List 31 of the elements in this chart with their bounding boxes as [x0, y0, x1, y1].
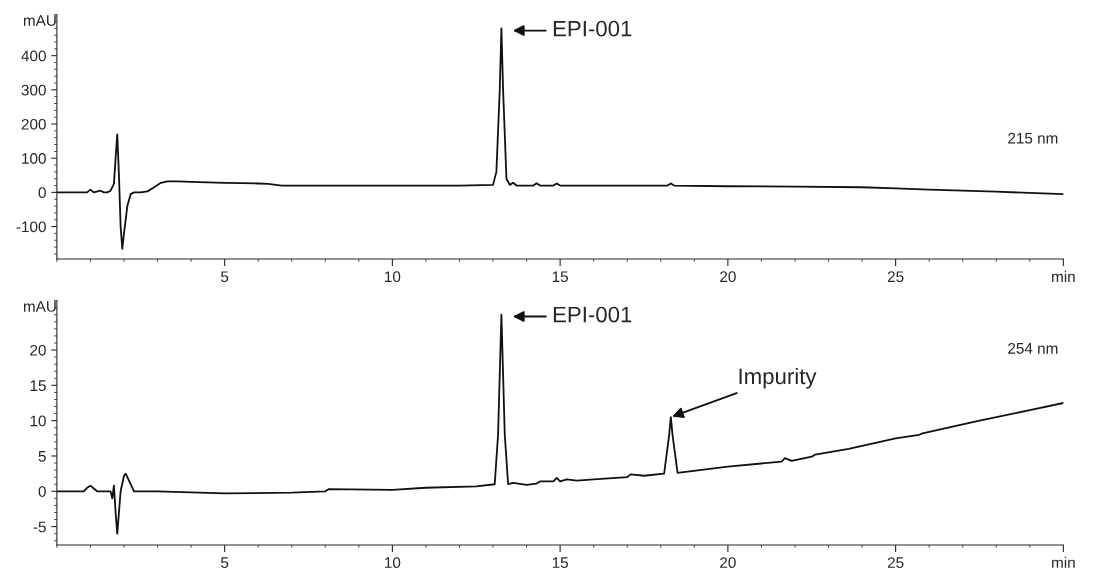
y-tick-label: 100 [22, 153, 46, 164]
x-tick-label: min [1052, 556, 1075, 568]
annotation: EPI-001 [553, 306, 632, 323]
x-tick-label: 25 [887, 271, 904, 283]
y-tick-label: -5 [33, 521, 46, 533]
x-tick-label: min [1052, 270, 1075, 282]
y-tick-label: 300 [21, 84, 46, 96]
y-tick-label: 0 [38, 486, 46, 497]
x-tick-label: 15 [552, 557, 568, 569]
y-tick-label: 0 [38, 187, 46, 199]
x-tick-label: 15 [552, 271, 568, 283]
y-tick-label: 15 [30, 380, 46, 392]
x-tick-label: 20 [720, 557, 736, 569]
x-tick-label: 20 [720, 271, 736, 283]
annotation: Impurity [739, 367, 817, 389]
y-tick-label: -100 [16, 221, 46, 233]
annotation: 254 nm [1008, 342, 1058, 354]
y-axis-title: mAU [23, 15, 56, 26]
annotation: EPI-001 [553, 20, 632, 37]
annotation: 215 nm [1008, 132, 1058, 144]
x-tick-label: 10 [385, 557, 401, 569]
y-tick-label: 400 [21, 50, 46, 62]
y-axis-title: mAU [23, 301, 56, 312]
x-tick-label: 5 [221, 557, 229, 569]
y-tick-label: 20 [30, 344, 46, 356]
y-tick-label: 5 [38, 451, 46, 462]
x-tick-label: 25 [887, 557, 904, 569]
y-tick-label: 10 [30, 415, 46, 427]
y-tick-label: 200 [21, 118, 46, 130]
x-tick-label: 10 [385, 271, 401, 283]
x-tick-label: 5 [221, 271, 229, 283]
